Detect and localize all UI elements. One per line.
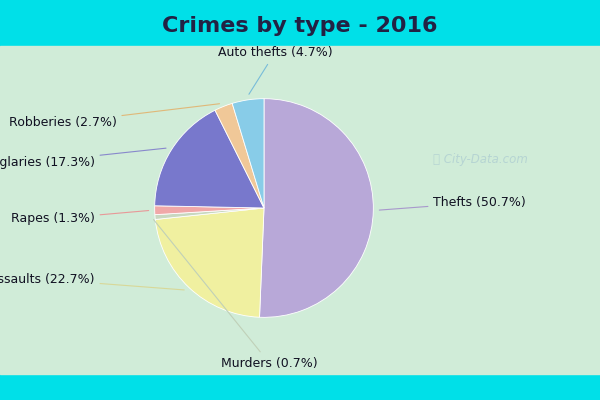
Text: Auto thefts (4.7%): Auto thefts (4.7%) (218, 46, 332, 94)
Text: Rapes (1.3%): Rapes (1.3%) (11, 210, 149, 226)
Bar (0, 46, 600, 374)
Text: Murders (0.7%): Murders (0.7%) (154, 220, 318, 370)
Wedge shape (155, 208, 264, 317)
Wedge shape (260, 99, 373, 317)
Text: Crimes by type - 2016: Crimes by type - 2016 (162, 16, 438, 36)
Wedge shape (155, 206, 264, 215)
Wedge shape (155, 208, 264, 220)
Text: Robberies (2.7%): Robberies (2.7%) (8, 104, 220, 129)
Wedge shape (215, 103, 264, 208)
Text: Thefts (50.7%): Thefts (50.7%) (379, 196, 526, 210)
Text: Burglaries (17.3%): Burglaries (17.3%) (0, 148, 166, 168)
Wedge shape (232, 99, 264, 208)
Wedge shape (155, 110, 264, 208)
Text: ⓘ City-Data.com: ⓘ City-Data.com (433, 154, 527, 166)
Text: Assaults (22.7%): Assaults (22.7%) (0, 272, 184, 290)
Bar (0, 0, 600, 46)
Bar (0, 374, 600, 400)
